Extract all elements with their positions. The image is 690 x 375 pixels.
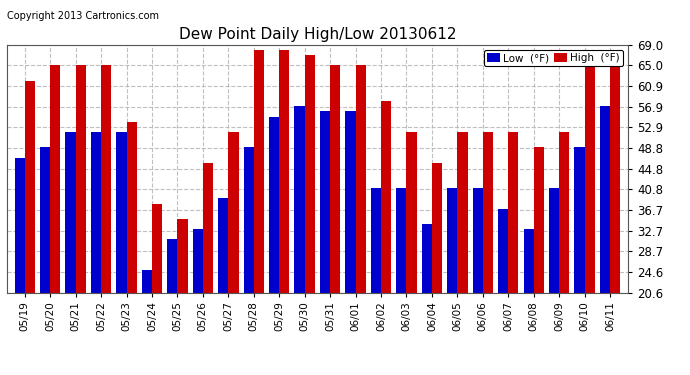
Bar (584, 66, 595, 292)
Bar (600, 106, 610, 292)
Bar (575, 147, 584, 292)
Bar (610, 66, 620, 292)
Bar (498, 209, 509, 292)
Bar (447, 188, 457, 292)
Title: Dew Point Daily High/Low 20130612: Dew Point Daily High/Low 20130612 (179, 27, 456, 42)
Bar (559, 132, 569, 292)
Bar (14, 158, 25, 292)
Bar (549, 188, 559, 292)
Bar (509, 132, 518, 292)
Bar (152, 204, 162, 292)
Bar (25, 81, 35, 292)
Bar (371, 188, 381, 292)
Bar (126, 122, 137, 292)
Text: Copyright 2013 Cartronics.com: Copyright 2013 Cartronics.com (7, 11, 159, 21)
Bar (346, 111, 355, 292)
Bar (66, 132, 76, 292)
Bar (117, 132, 126, 292)
Bar (218, 198, 228, 292)
Bar (228, 132, 239, 292)
Bar (244, 147, 254, 292)
Bar (355, 66, 366, 292)
Bar (91, 132, 101, 292)
Bar (305, 55, 315, 292)
Bar (483, 132, 493, 292)
Bar (177, 219, 188, 292)
Bar (193, 229, 203, 292)
Bar (279, 50, 289, 292)
Bar (422, 224, 432, 292)
Bar (101, 66, 111, 292)
Bar (320, 111, 330, 292)
Bar (254, 50, 264, 292)
Bar (76, 66, 86, 292)
Bar (524, 229, 534, 292)
Bar (295, 106, 305, 292)
Bar (40, 147, 50, 292)
Bar (457, 132, 468, 292)
Bar (432, 163, 442, 292)
Bar (269, 117, 279, 292)
Bar (203, 163, 213, 292)
Bar (473, 188, 483, 292)
Legend: Low  (°F), High  (°F): Low (°F), High (°F) (484, 50, 622, 66)
Bar (50, 66, 60, 292)
Bar (406, 132, 417, 292)
Bar (534, 147, 544, 292)
Bar (141, 270, 152, 292)
Bar (330, 66, 340, 292)
Bar (167, 239, 177, 292)
Bar (381, 101, 391, 292)
Bar (396, 188, 406, 292)
